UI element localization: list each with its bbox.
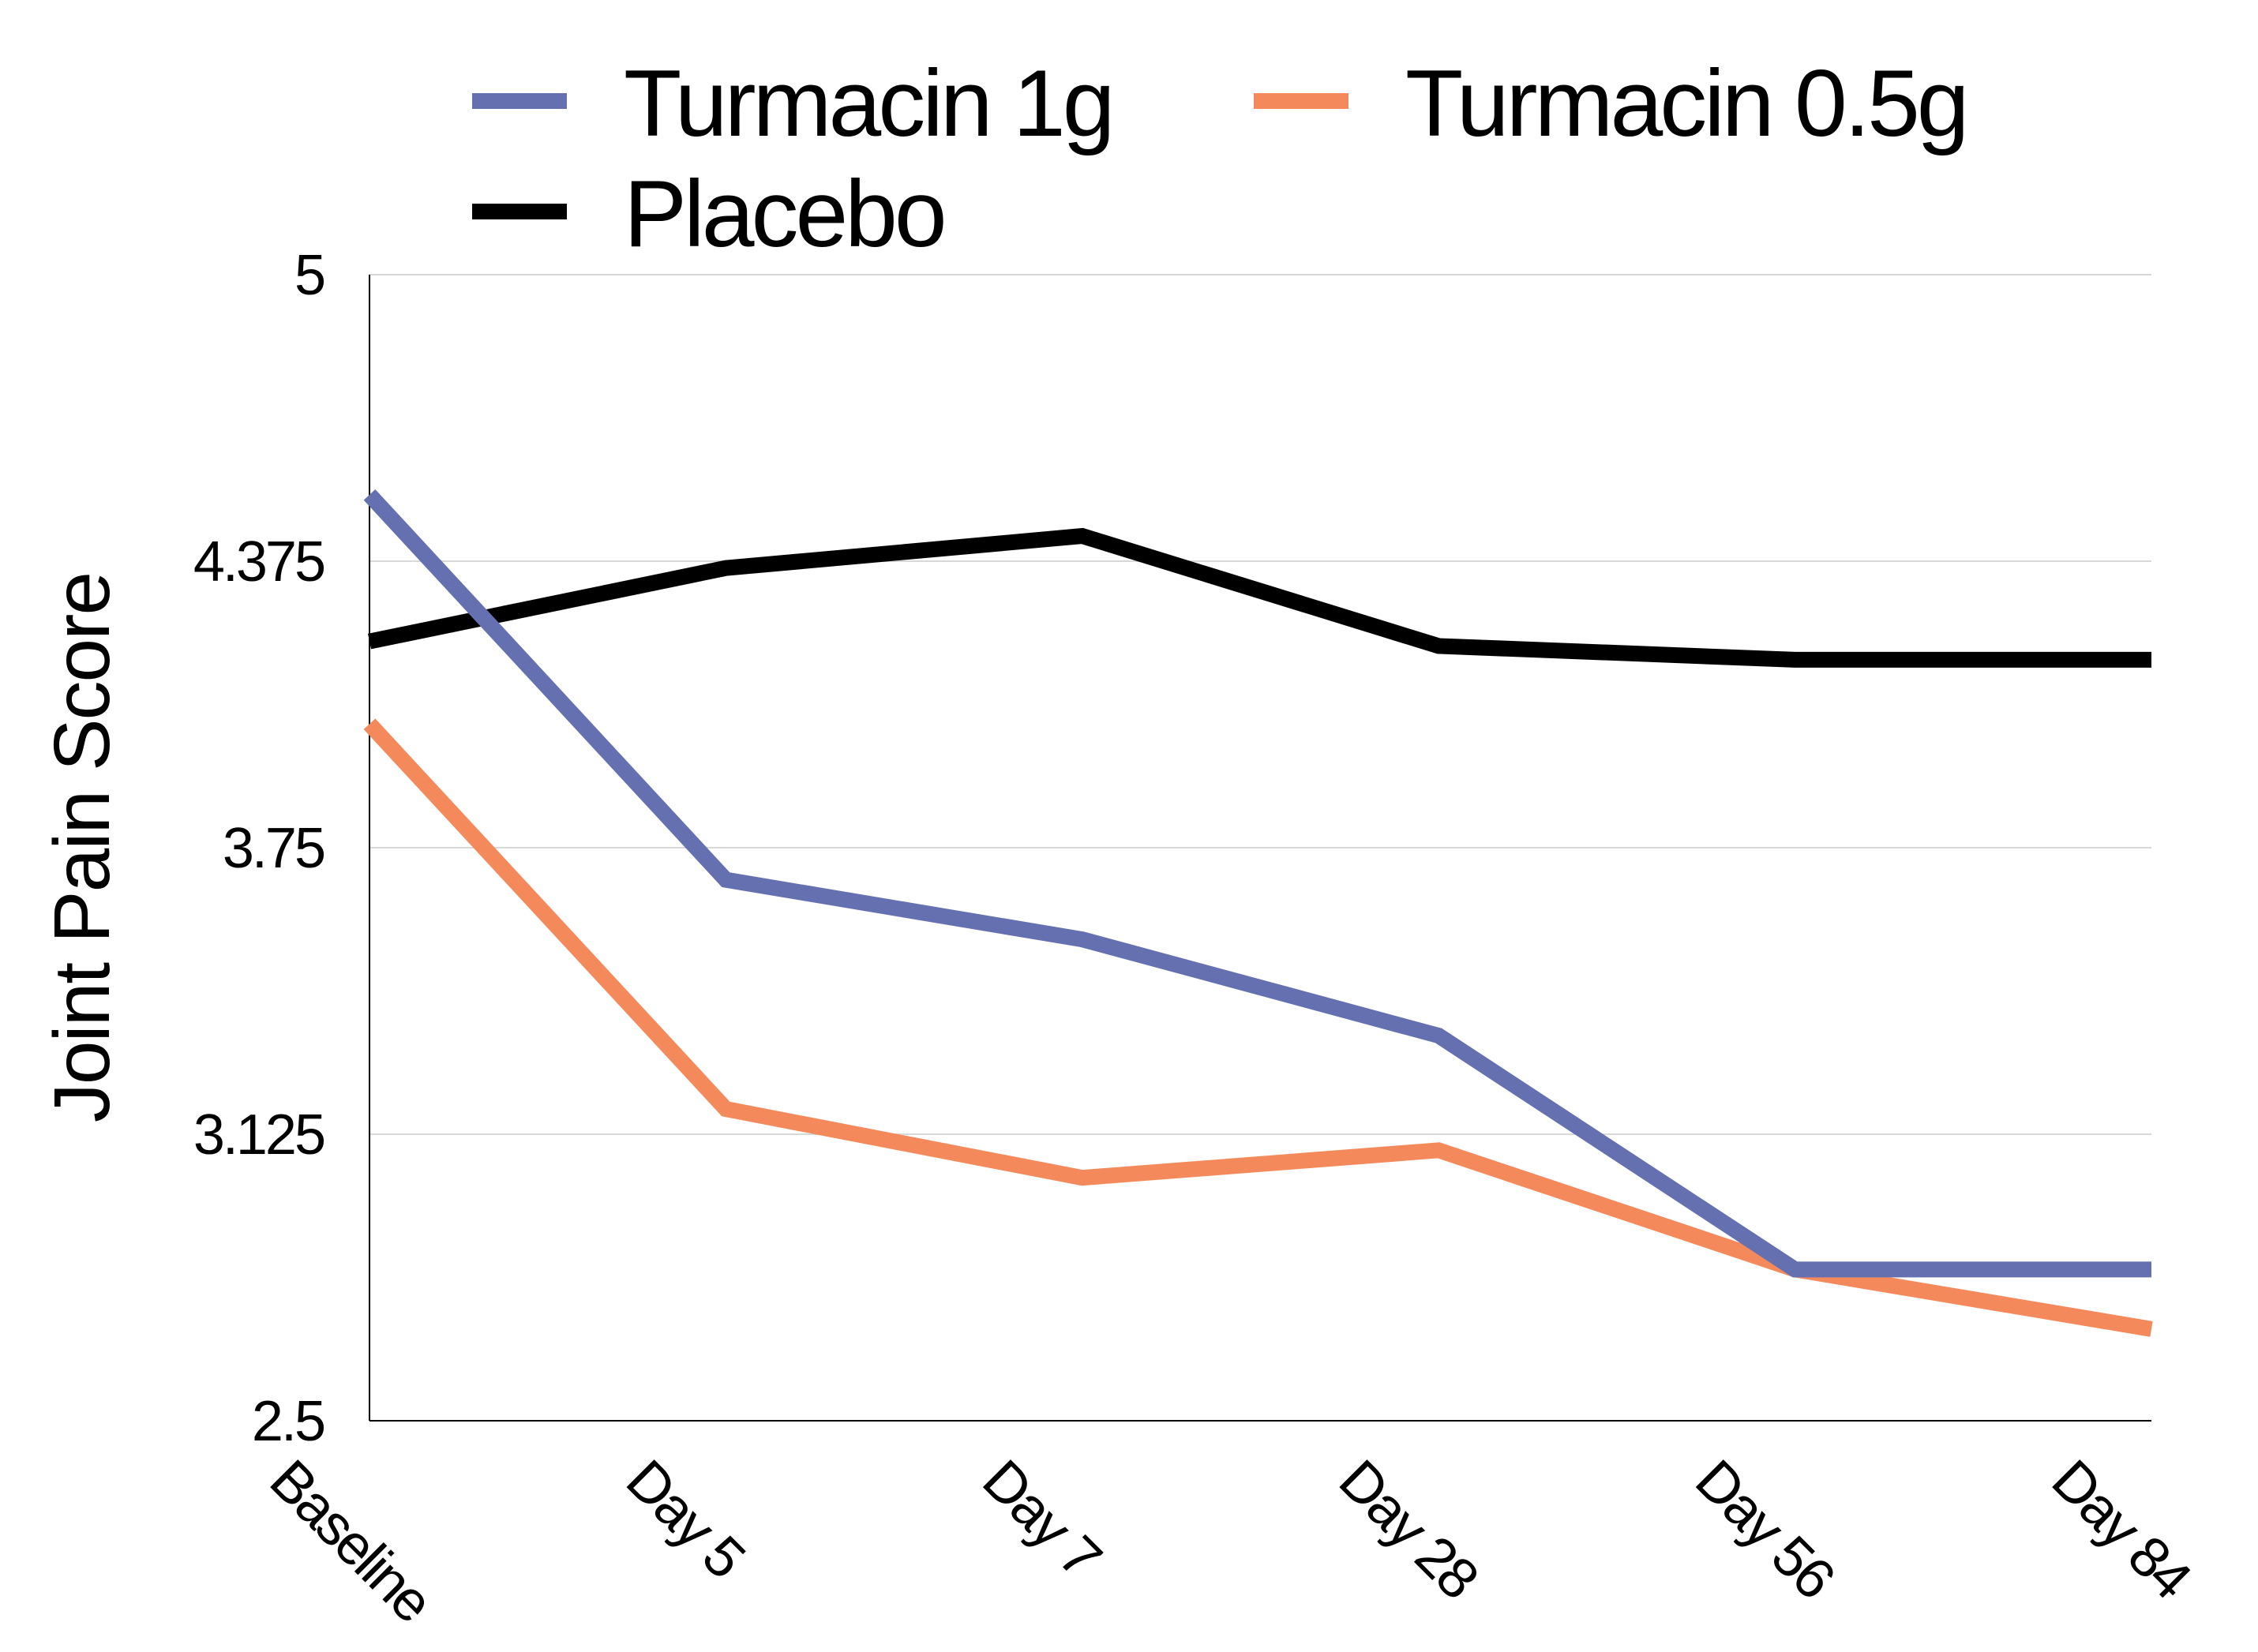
legend-label-2: Placebo — [624, 161, 944, 267]
y-tick-labels: 2.5 3.125 3.75 4.375 5 — [193, 244, 327, 1453]
y-tick-label-2: 3.75 — [223, 817, 324, 880]
legend-label-0: Turmacin 1g — [624, 51, 1112, 156]
legend-label-1: Turmacin 0.5g — [1405, 51, 1967, 156]
series-line-2 — [367, 527, 2151, 668]
x-tick-label-0: Baseline — [258, 1448, 444, 1634]
x-tick-label-3: Day 28 — [1327, 1448, 1489, 1610]
series-line-0 — [363, 489, 2151, 1278]
x-tick-labels: Baseline Day 5 Day 7 Day 28 Day 56 Day 84 — [258, 1448, 2203, 1634]
x-tick-label-2: Day 7 — [970, 1448, 1112, 1590]
y-tick-label-1: 3.125 — [193, 1103, 324, 1167]
axes — [369, 275, 2151, 1422]
y-tick-label-0: 2.5 — [252, 1390, 324, 1453]
gridlines — [369, 274, 2151, 1135]
x-tick-label-4: Day 56 — [1683, 1448, 1845, 1610]
y-tick-label-3: 4.375 — [193, 530, 324, 594]
y-axis-title: Joint Pain Score — [38, 573, 126, 1122]
x-tick-label-1: Day 5 — [614, 1448, 756, 1590]
legend: Turmacin 1g Turmacin 0.5g Placebo — [472, 51, 1970, 267]
series-lines — [363, 489, 2153, 1337]
y-tick-label-4: 5 — [294, 244, 324, 307]
x-tick-label-5: Day 84 — [2040, 1448, 2203, 1611]
series-line-1 — [363, 718, 2153, 1337]
